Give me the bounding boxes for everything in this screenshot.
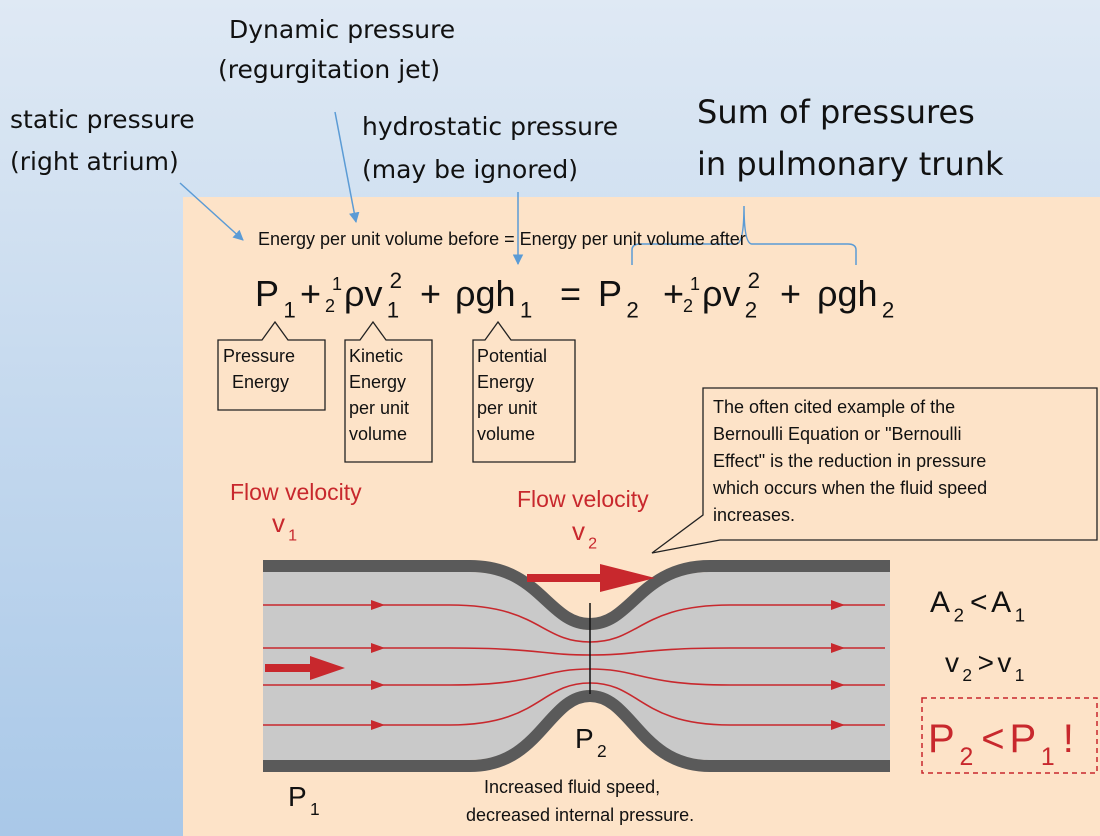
subscript: 2 xyxy=(959,744,973,771)
box-label: Kinetic xyxy=(349,346,403,366)
subscript: 1 xyxy=(1041,744,1055,771)
symbol: < xyxy=(981,717,1004,761)
symbol: v xyxy=(945,647,959,678)
annotation: in pulmonary trunk xyxy=(697,145,1004,183)
subscript: 1 xyxy=(1015,665,1025,685)
term-boxes xyxy=(217,320,576,463)
subscript: 1 xyxy=(387,298,399,323)
symbols: v 1 v 2A 2 < A 1v 2 > v 1P 2 < P 1 !P 2P 1 xyxy=(272,508,1074,819)
callout-line: Effect" is the reduction in pressure xyxy=(713,451,986,471)
subscript: 2 xyxy=(626,298,638,323)
annotation: (may be ignored) xyxy=(362,155,578,184)
annotation: hydrostatic pressure xyxy=(362,112,618,141)
annotation: Sum of pressures xyxy=(697,93,975,131)
fraction-part: 2 xyxy=(325,296,335,316)
annotation: Dynamic pressure xyxy=(229,15,455,44)
subscript: 1 xyxy=(283,298,295,323)
callout-line: The often cited example of the xyxy=(713,397,955,417)
annotation: (regurgitation jet) xyxy=(218,55,440,84)
callout-text: The often cited example of the Bernoulli… xyxy=(712,397,987,525)
symbol: + xyxy=(420,273,441,314)
symbol: P xyxy=(598,273,622,314)
caption: Increased fluid speed, xyxy=(484,777,660,797)
symbol: P xyxy=(575,723,594,754)
box-label: Energy xyxy=(232,372,289,392)
term-box-text: Pressure Energy Kinetic Energy per unit … xyxy=(223,346,547,444)
symbol: v xyxy=(272,508,285,538)
box-label: volume xyxy=(349,424,407,444)
fraction-part: 2 xyxy=(683,296,693,316)
symbol: P xyxy=(255,273,279,314)
caption: decreased internal pressure. xyxy=(466,805,694,825)
subscript: 2 xyxy=(597,741,607,761)
symbol: v xyxy=(997,647,1011,678)
symbol: + xyxy=(300,273,321,314)
superscript: 2 xyxy=(748,268,760,293)
symbol: v xyxy=(572,516,585,546)
symbol: + xyxy=(780,273,801,314)
symbol: = xyxy=(560,273,581,314)
symbol: P xyxy=(928,717,955,761)
symbol: ! xyxy=(1063,717,1074,761)
symbol: P xyxy=(288,781,307,812)
box-label: volume xyxy=(477,424,535,444)
symbol: < xyxy=(970,586,988,619)
box-label: Pressure xyxy=(223,346,295,366)
callout-line: Bernoulli Equation or "Bernoulli xyxy=(713,424,962,444)
superscript: 2 xyxy=(390,268,402,293)
subscript: 1 xyxy=(520,298,532,323)
subscript: 1 xyxy=(1015,605,1025,626)
box-label: Energy xyxy=(477,372,534,392)
highlight-box xyxy=(921,697,1098,774)
fraction-part: 1 xyxy=(690,274,700,294)
subscript: 2 xyxy=(962,665,972,685)
stream-arrowheads xyxy=(265,564,845,730)
flow-label: Flow velocity xyxy=(517,486,649,512)
equation: P 1 +12 ρv 12 + ρgh 1 = P 2 +12 ρv 22 + ρgh 2 xyxy=(255,268,894,323)
subscript: 2 xyxy=(882,298,894,323)
symbol: ρv xyxy=(702,273,740,314)
subscript: 1 xyxy=(310,799,320,819)
annotation: static pressure xyxy=(10,105,195,134)
box-label: per unit xyxy=(477,398,537,418)
symbol: ρgh xyxy=(455,273,516,314)
subscript: 2 xyxy=(745,298,757,323)
box-label: Potential xyxy=(477,346,547,366)
subscript: 2 xyxy=(954,605,964,626)
subscript: 2 xyxy=(588,534,597,552)
symbol: P xyxy=(1009,717,1036,761)
symbol: > xyxy=(978,647,994,678)
flow-label: Flow velocity xyxy=(230,479,362,505)
symbol: A xyxy=(991,586,1011,619)
symbol: A xyxy=(930,586,950,619)
fraction-part: 1 xyxy=(332,274,342,294)
heading: Energy per unit volume before = Energy p… xyxy=(258,229,746,249)
subscript: 1 xyxy=(288,526,297,544)
callout-line: which occurs when the fluid speed xyxy=(712,478,987,498)
box-label: Energy xyxy=(349,372,406,392)
callout-line: increases. xyxy=(713,505,795,525)
annotation-pointers xyxy=(179,111,857,266)
box-label: per unit xyxy=(349,398,409,418)
callout-box xyxy=(651,387,1098,554)
symbol: ρv xyxy=(344,273,382,314)
symbol: ρgh xyxy=(817,273,878,314)
symbol: + xyxy=(663,273,684,314)
annotation: (right atrium) xyxy=(10,147,179,176)
